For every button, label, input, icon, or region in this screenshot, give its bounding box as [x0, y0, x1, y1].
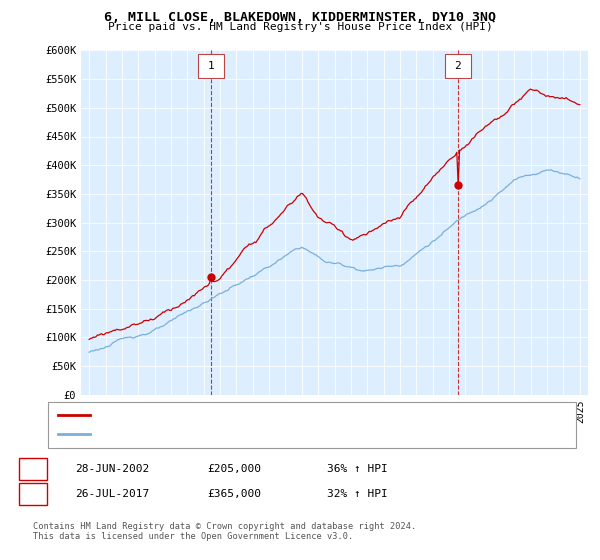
- Text: 6, MILL CLOSE, BLAKEDOWN, KIDDERMINSTER, DY10 3NQ: 6, MILL CLOSE, BLAKEDOWN, KIDDERMINSTER,…: [104, 11, 496, 24]
- Text: 36% ↑ HPI: 36% ↑ HPI: [327, 464, 388, 474]
- Text: 1: 1: [208, 61, 215, 71]
- Text: £365,000: £365,000: [207, 489, 261, 499]
- Text: 6, MILL CLOSE, BLAKEDOWN, KIDDERMINSTER, DY10 3NQ (detached house): 6, MILL CLOSE, BLAKEDOWN, KIDDERMINSTER,…: [96, 410, 484, 421]
- Text: 32% ↑ HPI: 32% ↑ HPI: [327, 489, 388, 499]
- Text: 2: 2: [29, 487, 37, 501]
- Text: HPI: Average price, detached house, Wyre Forest: HPI: Average price, detached house, Wyre…: [96, 429, 372, 439]
- Text: 2: 2: [454, 61, 461, 71]
- Text: Contains HM Land Registry data © Crown copyright and database right 2024.
This d: Contains HM Land Registry data © Crown c…: [33, 522, 416, 542]
- Text: 1: 1: [29, 462, 37, 475]
- Text: 26-JUL-2017: 26-JUL-2017: [75, 489, 149, 499]
- Text: £205,000: £205,000: [207, 464, 261, 474]
- Text: 28-JUN-2002: 28-JUN-2002: [75, 464, 149, 474]
- Text: Price paid vs. HM Land Registry's House Price Index (HPI): Price paid vs. HM Land Registry's House …: [107, 22, 493, 32]
